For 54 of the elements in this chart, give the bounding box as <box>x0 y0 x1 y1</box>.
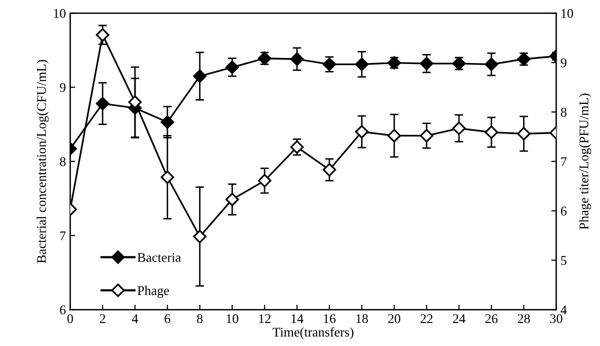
point <box>420 128 434 142</box>
x-tick-label: 0 <box>67 314 73 324</box>
y-tick-label: 10 <box>54 8 66 18</box>
point <box>387 128 401 142</box>
y2-tick-label: 6 <box>560 206 567 216</box>
point <box>128 95 142 109</box>
x-tick-label: 22 <box>420 314 432 323</box>
point <box>484 126 498 139</box>
point <box>420 56 434 70</box>
x-tick-label: 4 <box>132 314 138 323</box>
point <box>258 174 272 188</box>
point <box>193 230 207 244</box>
y2-tick-label: 8 <box>560 108 566 117</box>
y2-tick-label: 5 <box>561 256 566 265</box>
y-tick-label: 7 <box>60 231 66 240</box>
y-tick-label: 6 <box>60 306 66 314</box>
legend-label: Phage <box>138 286 169 298</box>
x-tick-label: 16 <box>324 314 336 324</box>
y2-axis-title: Phage titer/Log(PFU/mL) <box>579 94 592 230</box>
y-axis-title: Bacterial concentration/Log(CFU/mL) <box>36 60 49 264</box>
point <box>225 60 239 74</box>
point <box>355 58 369 72</box>
point <box>452 122 466 136</box>
point <box>193 69 207 83</box>
y2-tick-label: 4 <box>560 306 567 314</box>
point <box>290 52 304 66</box>
x-tick-label: 6 <box>164 314 170 324</box>
x-tick-label: 2 <box>100 314 106 323</box>
y-tick-label: 9 <box>60 83 66 92</box>
point <box>96 28 110 42</box>
point <box>355 125 369 138</box>
x-tick-label: 10 <box>226 314 238 324</box>
point <box>322 163 336 177</box>
y-tick-label: 8 <box>60 157 66 166</box>
point <box>96 96 110 110</box>
x-tick-label: 30 <box>550 314 562 324</box>
legend-label: Bacteria <box>138 253 181 262</box>
x-tick-label: 28 <box>518 314 530 324</box>
x-tick-label: 12 <box>259 314 270 323</box>
x-tick-label: 8 <box>197 314 203 324</box>
x-axis-title: Time(transfers) <box>272 327 354 340</box>
point <box>484 58 498 72</box>
point <box>160 115 174 129</box>
x-tick-label: 20 <box>388 314 400 324</box>
x-tick-label: 24 <box>452 314 466 323</box>
point <box>517 127 531 140</box>
x-tick-label: 18 <box>356 314 368 324</box>
y2-tick-label: 10 <box>562 8 574 18</box>
point <box>160 170 174 184</box>
y2-tick-label: 7 <box>561 157 567 166</box>
y2-tick-label: 9 <box>560 58 566 68</box>
x-tick-label: 26 <box>485 314 498 324</box>
x-tick-label: 14 <box>292 314 304 323</box>
point <box>225 192 239 206</box>
